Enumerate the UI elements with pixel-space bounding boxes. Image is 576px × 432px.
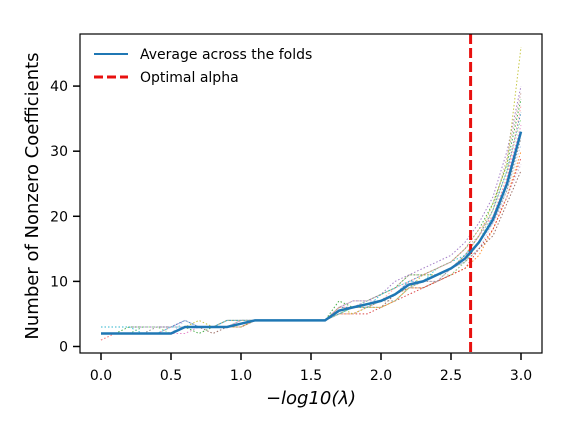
x-tick-label: 2.0 [370, 368, 392, 384]
y-axis: 0 10 20 30 40 [50, 79, 80, 355]
fold-series-line [101, 138, 522, 334]
y-tick-label: 20 [50, 209, 68, 225]
fold-series-line [101, 118, 522, 335]
fold-series-line [100, 105, 522, 341]
fold-series-line [101, 144, 522, 334]
y-tick-label: 10 [50, 274, 68, 290]
fold-series-line [101, 92, 522, 334]
fold-series-group [100, 46, 522, 341]
fold-series-line [101, 170, 522, 335]
fold-series-line [101, 85, 522, 328]
fold-series-line [101, 46, 522, 334]
x-axis-label: −log10(λ) [266, 388, 356, 409]
y-tick-label: 40 [50, 79, 68, 95]
legend-optimal-label: Optimal alpha [140, 70, 239, 86]
x-tick-label: 0.0 [90, 368, 112, 384]
x-axis: 0.0 0.5 1.0 1.5 2.0 2.5 3.0 [90, 353, 532, 384]
fold-series-line [101, 111, 522, 334]
fold-series-line [101, 98, 522, 335]
average-series-line [101, 131, 523, 335]
x-tick-label: 1.5 [300, 368, 322, 384]
legend-average-label: Average across the folds [140, 47, 312, 63]
x-tick-label: 3.0 [510, 368, 532, 384]
fold-series-line [101, 131, 522, 334]
y-axis-label: Number of Nonzero Coefficients [22, 52, 43, 339]
fold-series-line [100, 151, 522, 341]
x-tick-label: 2.5 [440, 368, 462, 384]
y-tick-label: 0 [59, 339, 68, 355]
average-series-group [101, 131, 523, 335]
y-tick-label: 30 [50, 144, 68, 160]
fold-series-line [101, 157, 522, 334]
legend: Average across the folds Optimal alpha [94, 47, 312, 86]
x-tick-label: 1.0 [230, 368, 252, 384]
fold-series-line [101, 164, 522, 334]
fold-series-line [100, 124, 522, 341]
x-tick-label: 0.5 [160, 368, 182, 384]
